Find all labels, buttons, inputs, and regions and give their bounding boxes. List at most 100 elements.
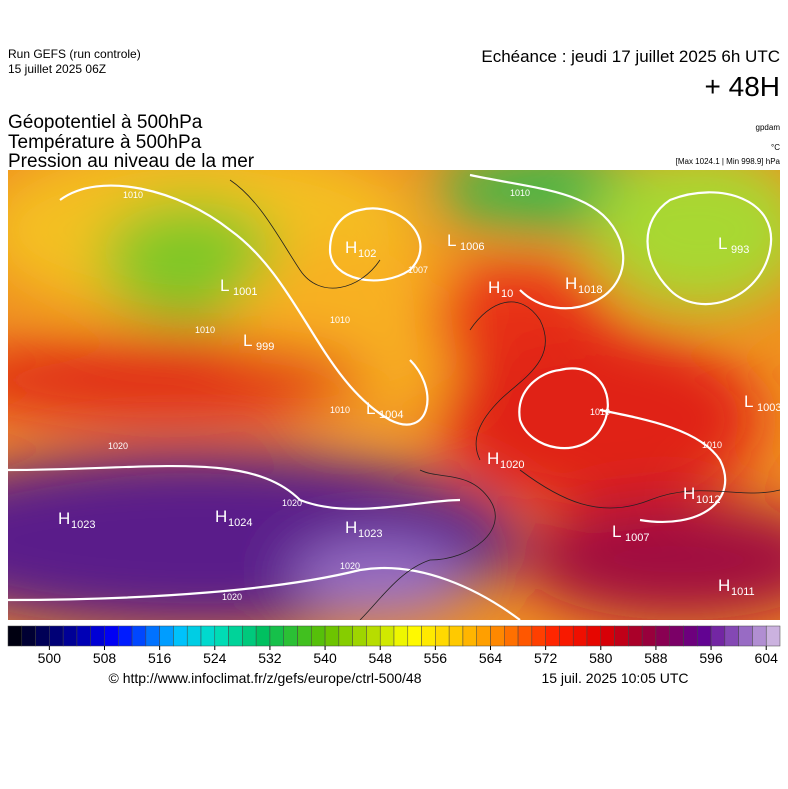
center-type: H [488,278,500,297]
lead-time: + 48H [705,71,781,102]
colorbar-swatch [214,625,229,647]
center-value: 1001 [233,286,257,298]
colorbar-swatch [545,625,560,647]
colorbar-swatch [324,625,340,647]
center-value: 1003 [757,402,781,414]
colorbar-swatch [255,625,271,647]
contour-label: 1010 [510,188,530,198]
center-value: 999 [256,341,274,353]
colorbar-swatch [476,625,491,647]
center-type: H [58,509,70,528]
contour-label: 1020 [282,498,302,508]
colorbar-swatch [738,625,753,647]
isobars [8,173,773,620]
colorbar-swatch [76,625,91,647]
colorbar-swatch [297,625,312,647]
colorbar-swatch [655,625,670,647]
contour-label: 1010 [702,440,722,450]
colorbar-swatch [228,625,243,647]
colorbar-tick-label: 532 [258,650,282,666]
colorbar-tick-label: 580 [589,650,613,666]
contour-label: 1010 [590,407,610,417]
colorbar-swatch [683,625,698,647]
colorbar-swatch [490,625,505,647]
colorbar-swatch [531,625,546,647]
colorbar-swatch [338,625,353,647]
center-value: 1023 [358,528,382,540]
valid-time: Echéance : jeudi 17 juillet 2025 6h UTC [481,47,780,66]
center-type: H [345,518,357,537]
colorbar-tick-label: 596 [699,650,723,666]
colorbar: 500 508 516 524 532 540 548 556 564 572 580 588 596 6… [7,625,781,666]
colorbar-swatch [641,625,657,647]
colorbar-swatch [421,625,436,647]
colorbar-swatch [600,625,615,647]
center-value: 10 [501,288,513,300]
center-type: L [744,392,753,411]
contour-label: 1007 [408,265,428,275]
colorbar-swatch [118,625,133,647]
colorbar-swatch [104,625,119,647]
colorbar-swatch [90,625,105,647]
colorbar-swatch [186,625,202,647]
colorbar-swatch [517,625,533,647]
colorbar-swatch [7,625,23,647]
colorbar-swatch [159,625,174,647]
colorbar-tick-label: 508 [93,650,117,666]
center-value: 1024 [228,517,252,529]
colorbar-swatch [435,625,450,647]
colorbar-swatch [724,625,739,647]
center-type: H [345,238,357,257]
center-type: L [447,231,456,250]
colorbar-swatch [462,625,477,647]
field-3: Pression au niveau de la mer [8,151,255,172]
center-type: H [718,576,730,595]
center-value: 1012 [696,494,720,506]
center-value: 1020 [500,459,524,471]
unit-2: °C [771,143,780,152]
colorbar-swatch [62,625,78,647]
colorbar-swatch [559,625,574,647]
colorbar-swatch [283,625,298,647]
colorbar-swatch [173,625,188,647]
contour-label: 1010 [123,190,143,200]
colorbar-tick-label: 524 [203,650,227,666]
colorbar-swatch [366,625,381,647]
contour-label: 1010 [195,325,215,335]
center-type: H [487,449,499,468]
center-type: H [565,274,577,293]
colorbar-swatch [21,625,36,647]
colorbar-swatch [269,625,284,647]
colorbar-swatch [504,625,519,647]
colorbar-tick-label: 572 [534,650,558,666]
colorbar-tick-label: 516 [148,650,172,666]
colorbar-tick-label: 500 [38,650,62,666]
center-value: 102 [358,248,376,260]
source-url: © http://www.infoclimat.fr/z/gefs/europe… [108,670,421,686]
center-type: H [215,507,227,526]
colorbar-swatch [242,625,257,647]
unit-1: gpdam [756,123,781,132]
colorbar-tick-label: 540 [313,650,337,666]
colorbar-tick-label: 548 [369,650,393,666]
colorbar-tick-label: 556 [424,650,448,666]
center-value: 1011 [731,586,755,598]
unit-3: [Max 1024.1 | Min 998.9] hPa [676,157,781,166]
center-type: L [612,522,621,541]
colorbar-tick-label: 564 [479,650,503,666]
colorbar-swatch [628,625,643,647]
center-value: 1023 [71,519,95,531]
colorbar-swatch [697,625,712,647]
colorbar-tick-label: 604 [755,650,779,666]
contour-label: 1010 [330,405,350,415]
colorbar-swatch [448,625,464,647]
run: Run GEFS (run controle) [8,47,141,61]
colorbar-swatch [407,625,422,647]
colorbar-swatch [379,625,395,647]
center-value: 1018 [578,284,602,296]
colorbar-tick-label: 588 [644,650,668,666]
center-value: 1004 [379,409,403,421]
contour-label: 1010 [330,315,350,325]
